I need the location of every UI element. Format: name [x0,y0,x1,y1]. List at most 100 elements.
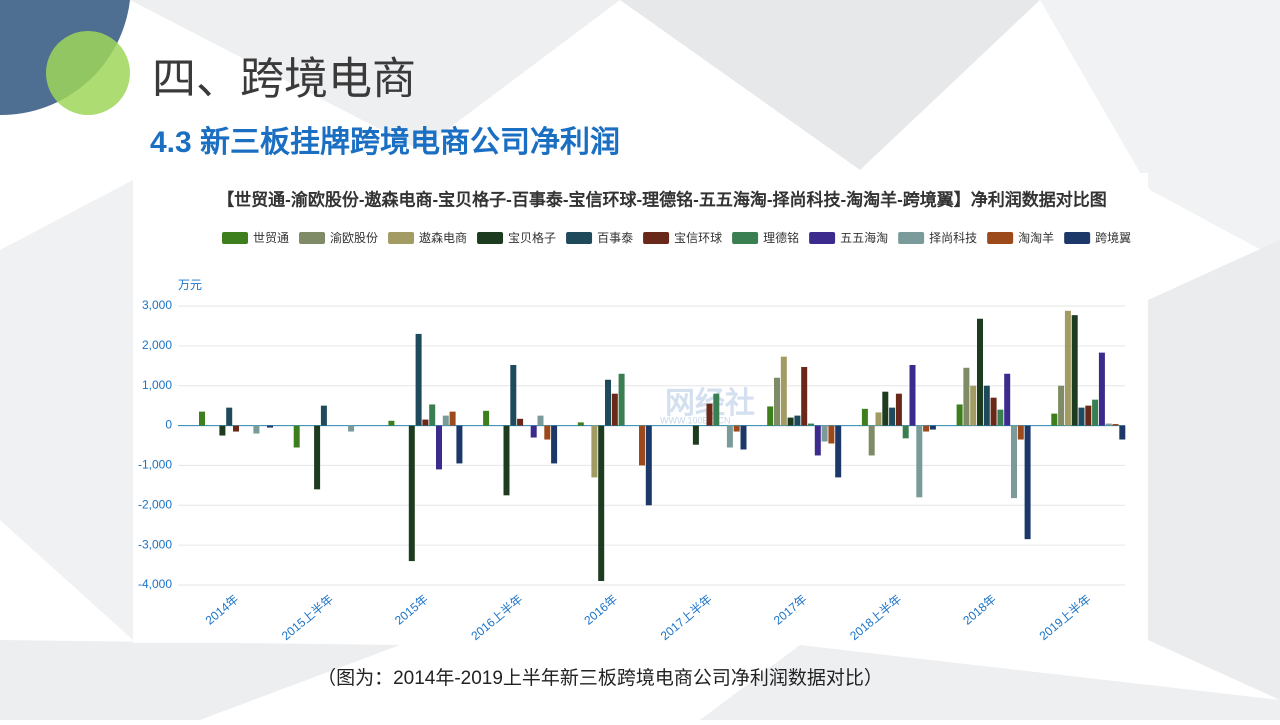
bar [963,367,970,426]
y-tick-label: -1,000 [138,458,172,472]
bar [774,377,780,426]
bar [267,425,273,428]
bar [821,425,828,442]
legend-swatch [477,232,504,244]
legend-swatch [1064,232,1091,244]
bar [429,404,436,426]
bar [388,420,395,426]
bar [639,425,645,466]
bar [835,425,842,478]
bar [733,425,740,432]
bar [808,423,814,426]
bar [1092,399,1099,426]
bar [1064,310,1071,426]
bg-shape [700,645,1280,720]
slide-subtitle: 4.3 新三板挂牌跨境电商公司净利润 [150,125,620,159]
bar [605,379,611,426]
bar [1058,385,1065,426]
bar [889,407,896,426]
legend-swatch [643,232,670,244]
bar [787,417,794,426]
accent-circle [46,31,130,115]
bar [551,425,558,464]
bar [875,412,882,426]
bar [780,356,787,426]
y-tick-label: 2,000 [142,338,172,352]
y-tick-label: 3,000 [142,298,172,312]
bg-shape [130,0,620,150]
y-tick-label: 1,000 [142,378,172,392]
bar [253,425,260,434]
bar [861,408,868,426]
bar [199,411,205,426]
bar [226,407,233,426]
caption: （图为：2014年-2019上半年新三板跨境电商公司净利润数据对比） [317,667,883,689]
bar [713,393,720,426]
bar [1078,407,1085,426]
bar [726,425,733,448]
bar [598,425,605,582]
bar [449,411,456,426]
bar [977,318,983,426]
bar [1004,373,1011,426]
bar [314,425,321,490]
watermark-url: WWW.100EC.CN [660,415,731,425]
bar [997,409,1004,426]
bar [530,425,537,438]
bar [1098,352,1105,426]
bar [990,397,997,426]
bg-shape [1148,240,1280,700]
y-tick-label: 0 [165,418,172,432]
bar [706,403,713,426]
bar [814,425,821,456]
legend-swatch [566,232,593,244]
bar [503,425,510,496]
legend-label: 跨境翼 [1095,230,1131,245]
legend-swatch [388,232,415,244]
bar [293,425,300,448]
bar [767,406,774,426]
bar [1085,405,1092,426]
bar [611,393,618,426]
bg-shape [1040,0,1280,260]
bar [692,425,699,445]
bar [517,418,524,426]
bar [1051,413,1058,426]
legend-swatch [299,232,326,244]
bar [219,425,226,436]
bar [1112,423,1119,426]
bar [483,410,490,426]
legend-label: 宝信环球 [674,231,722,245]
legend-label: 淘淘羊 [1018,230,1054,245]
bar [415,333,422,426]
legend-swatch [809,232,836,244]
bar [1119,425,1126,440]
bar [916,425,923,498]
bar [740,425,747,450]
y-tick-label: -3,000 [138,537,172,551]
bg-shape [0,180,133,640]
bg-shape [0,640,400,720]
bar [645,425,652,506]
bar [902,425,909,439]
y-tick-label: -2,000 [138,497,172,511]
bar [1017,425,1024,440]
bar [618,373,625,426]
bar [591,425,598,478]
bar [442,415,449,426]
bar [983,385,990,426]
bar [1105,423,1112,426]
bar [801,366,808,426]
bar [895,393,902,426]
bar [923,425,930,432]
legend-label: 遨森电商 [419,230,467,245]
bar [320,405,327,426]
y-tick-label: -4,000 [138,577,172,591]
bar [970,385,977,426]
legend-swatch [898,232,925,244]
legend-label: 百事泰 [597,231,633,245]
legend-label: 宝贝格子 [508,230,556,245]
bar [1011,425,1017,499]
bar [929,425,936,430]
legend-swatch [222,232,248,244]
